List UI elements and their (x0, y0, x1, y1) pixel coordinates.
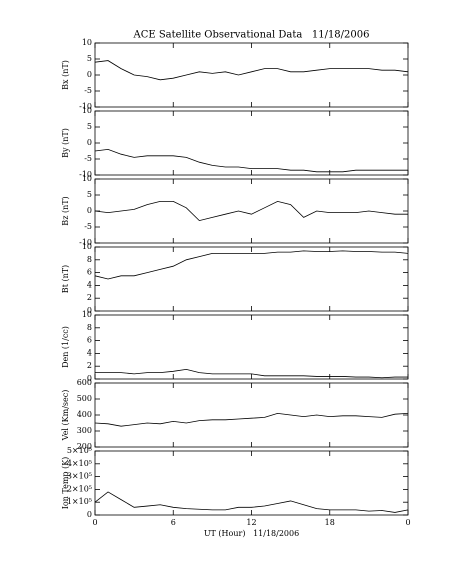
y-tick-label: 5 (87, 122, 92, 131)
y-tick-label: 3×10⁵ (67, 472, 92, 481)
panel-frame (94, 246, 409, 312)
y-tick-label: -5 (84, 86, 92, 95)
y-tick-label: 5 (87, 54, 92, 63)
panel-frame (94, 382, 409, 448)
y-tick-label: 500 (77, 394, 92, 403)
y-tick-label: 4 (87, 280, 92, 289)
y-tick-label: -5 (84, 154, 92, 163)
y-tick-label: 10 (82, 174, 92, 183)
y-tick-label: 5 (87, 190, 92, 199)
x-tick-label: 0 (405, 518, 410, 527)
y-tick-label: 10 (82, 38, 92, 47)
panel-frame (94, 314, 409, 380)
data-line (95, 368, 408, 379)
y-tick-label: 5×10⁵ (67, 446, 92, 455)
x-tick-label: 12 (246, 518, 256, 527)
y-tick-label: 0 (87, 138, 92, 147)
panel-frame (94, 42, 409, 108)
y-tick-label: 10 (82, 106, 92, 115)
y-tick-label: 2 (87, 293, 92, 302)
y-tick-label: 600 (77, 378, 92, 387)
y-axis-label: Bt (nT) (61, 265, 70, 293)
panel-frame (94, 450, 409, 516)
y-axis-label: Ion Temp (K) (61, 457, 70, 510)
y-tick-label: 200 (77, 442, 92, 451)
y-axis-label: By (nT) (61, 128, 70, 158)
y-tick-label: 0 (87, 374, 92, 383)
y-tick-label: 0 (87, 306, 92, 315)
y-tick-label: 300 (77, 426, 92, 435)
data-line (94, 491, 409, 513)
y-tick-label: 2×10⁵ (67, 484, 92, 493)
y-tick-label: 6 (87, 268, 92, 277)
y-tick-label: -10 (79, 170, 92, 179)
panel-frame (94, 178, 409, 244)
data-line (94, 250, 409, 280)
y-tick-label: -10 (79, 102, 92, 111)
y-axis-label: Den (1/cc) (61, 326, 70, 368)
y-tick-label: 4×10⁵ (67, 459, 92, 468)
y-tick-label: -5 (84, 222, 92, 231)
data-line (94, 200, 408, 222)
x-tick-label: 0 (92, 518, 97, 527)
y-tick-label: 10 (82, 242, 92, 251)
panel-frame (94, 110, 409, 176)
y-tick-label: -10 (79, 238, 92, 247)
y-tick-label: 0 (87, 510, 92, 519)
y-tick-label: 0 (87, 206, 92, 215)
data-line (94, 148, 408, 173)
x-tick-label: 6 (171, 518, 176, 527)
y-tick-label: 10 (82, 310, 92, 319)
y-tick-label: 6 (87, 336, 92, 345)
y-tick-label: 4 (87, 348, 92, 357)
y-axis-label: Vel (Km/sec) (61, 390, 70, 442)
data-line (94, 60, 409, 81)
y-tick-label: 8 (87, 255, 92, 264)
chart-title: ACE Satellite Observational Data 11/18/2… (132, 30, 369, 41)
x-tick-label: 18 (325, 518, 335, 527)
y-tick-label: 0 (87, 70, 92, 79)
y-tick-label: 2 (87, 361, 92, 370)
y-axis-label: Bx (nT) (61, 60, 70, 90)
data-line (94, 412, 409, 427)
y-tick-label: 400 (77, 410, 92, 419)
y-tick-label: 1×10⁵ (67, 497, 92, 506)
y-axis-label: Bz (nT) (61, 196, 70, 225)
x-axis-label: UT (Hour) 11/18/2006 (204, 529, 299, 538)
y-tick-label: 8 (87, 323, 92, 332)
